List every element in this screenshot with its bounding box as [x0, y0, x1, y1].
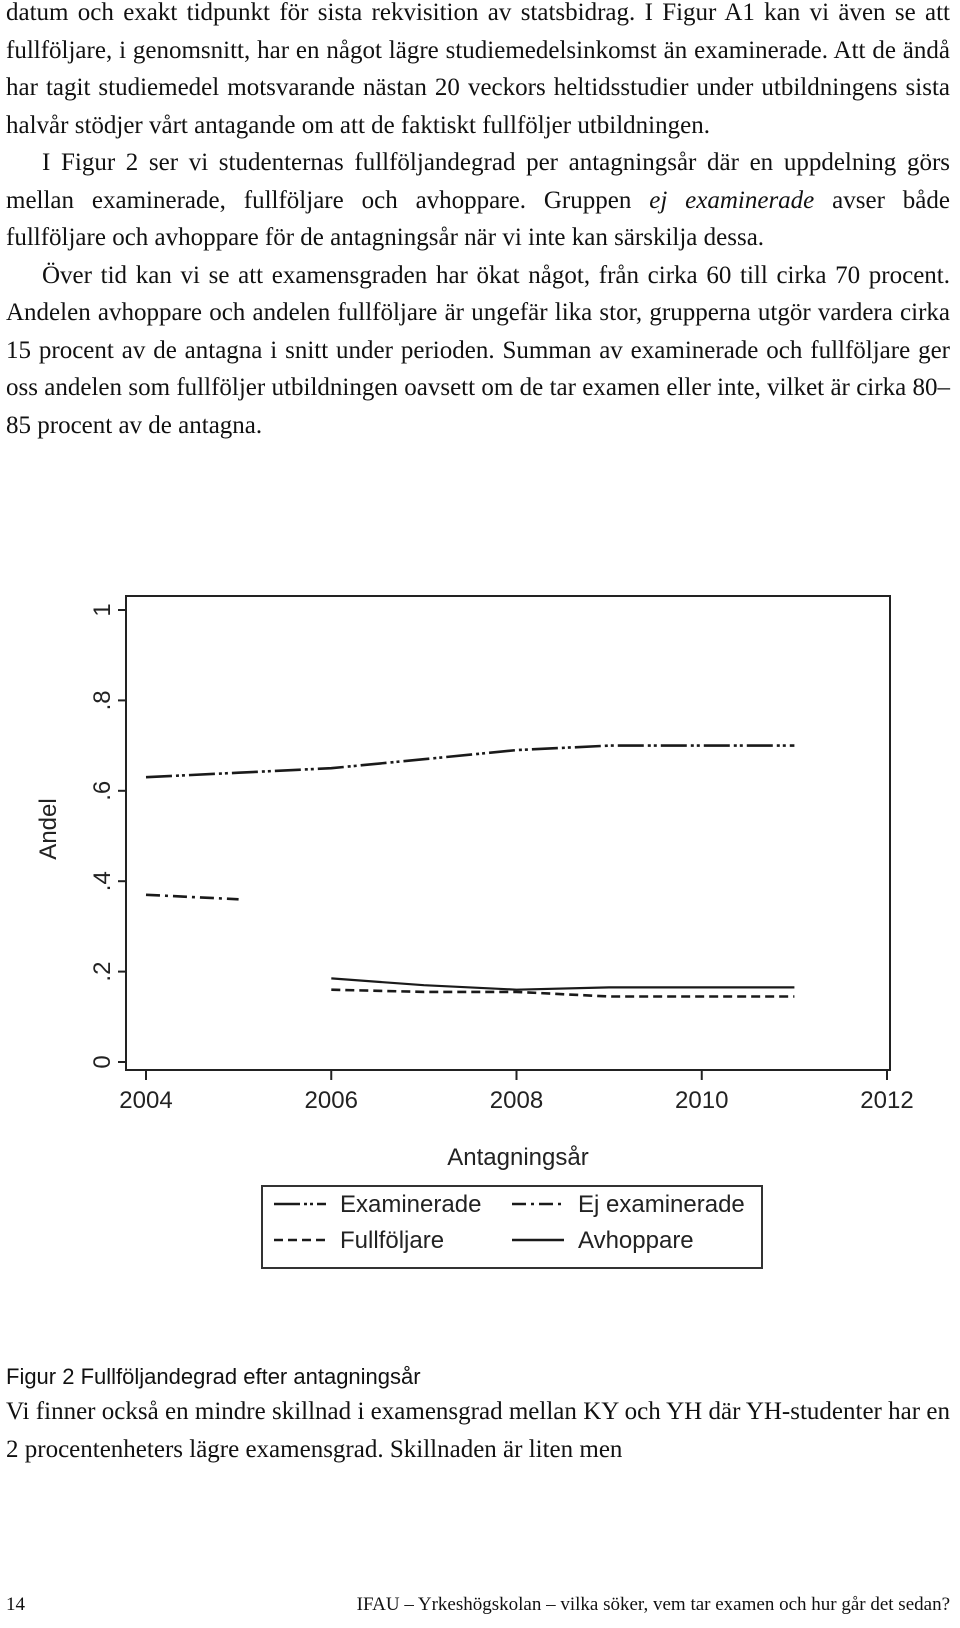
series-line-ej-examinerade — [145, 893, 239, 901]
x-tick-label: 2004 — [119, 1087, 172, 1114]
plot-border — [125, 595, 891, 1071]
legend-label: Avhoppare — [578, 1227, 694, 1254]
legend-label: Ej examinerade — [578, 1191, 745, 1218]
figure-line-chart: 0 .2 .4 .6 .8 1 2004 2006 2008 2010 2012 Antagnings… — [35, 595, 914, 1269]
text-run: Vi finner också en mindre skillnad i exa… — [6, 1398, 950, 1463]
text-run: avser både fullföljare och avhoppare för… — [6, 186, 950, 252]
body-text-bottom: Vi finner också en mindre skillnad i exa… — [6, 1393, 950, 1468]
text-run: datum och exakt tidpunkt för sista rekvi… — [6, 0, 950, 139]
paragraph: Vi finner också en mindre skillnad i exa… — [6, 1393, 950, 1468]
page-number: 14 — [6, 1594, 25, 1615]
figure-caption: Figur 2 Fullföljandegrad efter antagning… — [6, 1364, 421, 1389]
body-text-top: datum och exakt tidpunkt för sista rekvi… — [6, 0, 950, 444]
text-run: I Figur 2 ser vi studenternas fullföljan… — [6, 149, 950, 214]
x-tick-label: 2010 — [675, 1087, 728, 1114]
x-axis-title: Antagningsår — [447, 1144, 588, 1171]
series-line-avhoppare — [331, 977, 795, 991]
italic-term: ej examinerade — [649, 186, 815, 214]
paragraph: I Figur 2 ser vi studenternas fullföljan… — [6, 144, 950, 257]
y-tick-label: .4 — [89, 871, 116, 891]
y-tick-label: .2 — [89, 962, 116, 982]
running-title: IFAU – Yrkeshögskolan – vilka söker, vem… — [356, 1594, 950, 1615]
y-axis-title: Andel — [35, 798, 62, 859]
y-tick-label: 1 — [89, 603, 116, 616]
y-tick-label: 0 — [89, 1055, 116, 1068]
paragraph: Över tid kan vi se att examensgraden har… — [6, 257, 950, 445]
x-tick-label: 2006 — [305, 1087, 358, 1114]
legend-label: Fullföljare — [340, 1227, 444, 1254]
paragraph: datum och exakt tidpunkt för sista rekvi… — [6, 0, 950, 144]
x-tick-label: 2012 — [860, 1087, 913, 1114]
series-line-fullföljare — [331, 988, 795, 998]
series-line-examinerade — [145, 744, 795, 779]
legend-label: Examinerade — [340, 1191, 481, 1218]
legend-box — [261, 1185, 763, 1269]
y-tick-label: .6 — [89, 781, 116, 801]
x-tick-label: 2008 — [490, 1087, 543, 1114]
text-run: Över tid kan vi se att examensgraden har… — [6, 261, 950, 439]
y-tick-label: .8 — [89, 690, 116, 710]
